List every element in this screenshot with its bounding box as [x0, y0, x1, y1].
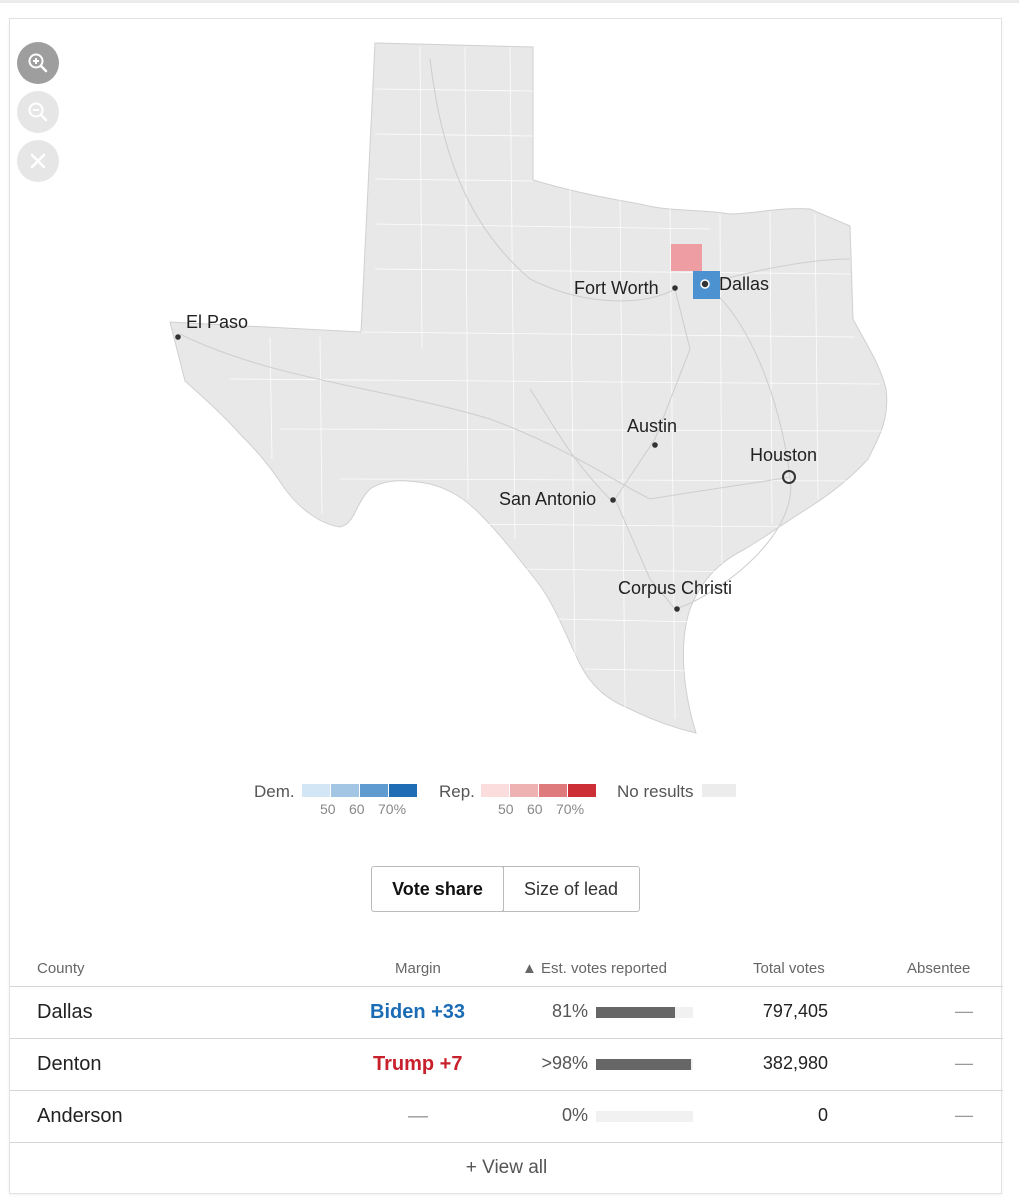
legend-dem-swatch-2 — [331, 784, 359, 797]
vote-share-button[interactable]: Vote share — [372, 867, 504, 911]
city-label-fort-worth: Fort Worth — [574, 278, 659, 298]
fort-worth-marker — [672, 285, 678, 291]
close-icon — [30, 153, 46, 169]
top-divider — [0, 0, 1019, 3]
city-label-houston: Houston — [750, 445, 818, 465]
margin-value: Biden +33 — [370, 1001, 466, 1023]
header-margin[interactable]: Margin — [395, 960, 441, 977]
legend-dem-swatch-3 — [360, 784, 388, 797]
toggle-divider — [503, 867, 504, 911]
results-table: County Margin ▲ Est. votes reported Tota… — [10, 949, 1003, 1193]
table-row: Denton Trump +7 >98% 382,980 — — [10, 1039, 1003, 1091]
dallas-marker — [700, 279, 710, 289]
zoom-out-icon — [28, 102, 48, 122]
size-of-lead-button[interactable]: Size of lead — [523, 878, 619, 899]
legend-rep-tick-70: 70% — [556, 801, 585, 817]
texas-map-svg — [169, 42, 888, 734]
legend-rep-tick-50: 50 — [498, 801, 514, 817]
corpus-christi-marker — [674, 606, 680, 612]
header-total-votes[interactable]: Total votes — [753, 960, 825, 977]
legend-dem-label: Dem. — [254, 782, 295, 801]
zoom-in-icon — [28, 53, 48, 73]
legend-dem-swatch-1 — [302, 784, 330, 797]
view-all-button[interactable]: + View all — [465, 1157, 548, 1178]
city-label-el-paso: El Paso — [186, 312, 249, 332]
denton-county-shape[interactable] — [671, 244, 702, 271]
total-votes: 797,405 — [762, 1001, 828, 1021]
table-header: County Margin ▲ Est. votes reported Tota… — [10, 949, 1003, 987]
header-county[interactable]: County — [37, 960, 85, 977]
legend-dem-tick-70: 70% — [378, 801, 407, 817]
austin-marker — [652, 442, 658, 448]
absentee-value: — — [955, 1053, 973, 1073]
results-card: El Paso Fort Worth Dallas Austin Houston… — [9, 18, 1003, 1194]
reported-bar-fill — [596, 1059, 692, 1070]
county-name: Anderson — [37, 1105, 123, 1127]
county-grid — [229, 46, 886, 720]
table-row: Dallas Biden +33 81% 797,405 — — [10, 987, 1003, 1039]
reported-bar-fill — [596, 1007, 675, 1018]
legend-no-results-label: No results — [617, 782, 694, 801]
reset-zoom-button[interactable] — [17, 140, 59, 182]
metric-toggle: Vote share Size of lead — [371, 866, 640, 912]
header-absentee[interactable]: Absentee — [907, 960, 971, 977]
zoom-out-button[interactable] — [17, 91, 59, 133]
reported-pct: 0% — [561, 1105, 588, 1125]
legend-rep-label: Rep. — [439, 782, 475, 801]
reported-pct: >98% — [541, 1053, 588, 1073]
city-label-dallas: Dallas — [719, 274, 770, 294]
legend-rep-swatch-4 — [568, 784, 596, 797]
legend-rep-swatch-1 — [481, 784, 509, 797]
reported-bar — [596, 1059, 693, 1070]
highway-lines — [179, 58, 851, 610]
legend-no-results-swatch — [702, 784, 736, 797]
legend-dem-tick-60: 60 — [349, 801, 365, 817]
city-label-san-antonio: San Antonio — [499, 489, 597, 509]
county-name: Denton — [37, 1053, 102, 1075]
margin-value: Trump +7 — [373, 1053, 463, 1075]
houston-marker — [782, 470, 796, 484]
zoom-in-button[interactable] — [17, 42, 59, 84]
map-legend: Dem. 50 60 70% Rep. 50 60 70% No results — [10, 779, 1003, 829]
county-name: Dallas — [37, 1001, 93, 1023]
city-label-austin: Austin — [627, 416, 678, 436]
texas-state-shape — [169, 42, 888, 734]
table-row: Anderson — 0% 0 — — [10, 1091, 1003, 1143]
reported-bar — [596, 1007, 693, 1018]
legend-rep-tick-60: 60 — [527, 801, 543, 817]
legend-dem-swatch-4 — [389, 784, 417, 797]
legend-dem-tick-50: 50 — [320, 801, 336, 817]
city-label-corpus-christi: Corpus Christi — [618, 578, 733, 598]
legend-rep-swatch-3 — [539, 784, 567, 797]
absentee-value: — — [955, 1001, 973, 1021]
absentee-value: — — [955, 1105, 973, 1125]
margin-value: — — [408, 1105, 428, 1127]
el-paso-marker — [175, 334, 181, 340]
county-map[interactable]: El Paso Fort Worth Dallas Austin Houston… — [10, 19, 1003, 759]
reported-pct: 81% — [551, 1001, 588, 1021]
san-antonio-marker — [610, 497, 616, 503]
total-votes: 382,980 — [762, 1053, 828, 1073]
total-votes: 0 — [817, 1105, 828, 1125]
legend-rep-swatch-2 — [510, 784, 538, 797]
reported-bar — [596, 1111, 693, 1122]
header-votes-reported[interactable]: ▲ Est. votes reported — [522, 960, 667, 977]
